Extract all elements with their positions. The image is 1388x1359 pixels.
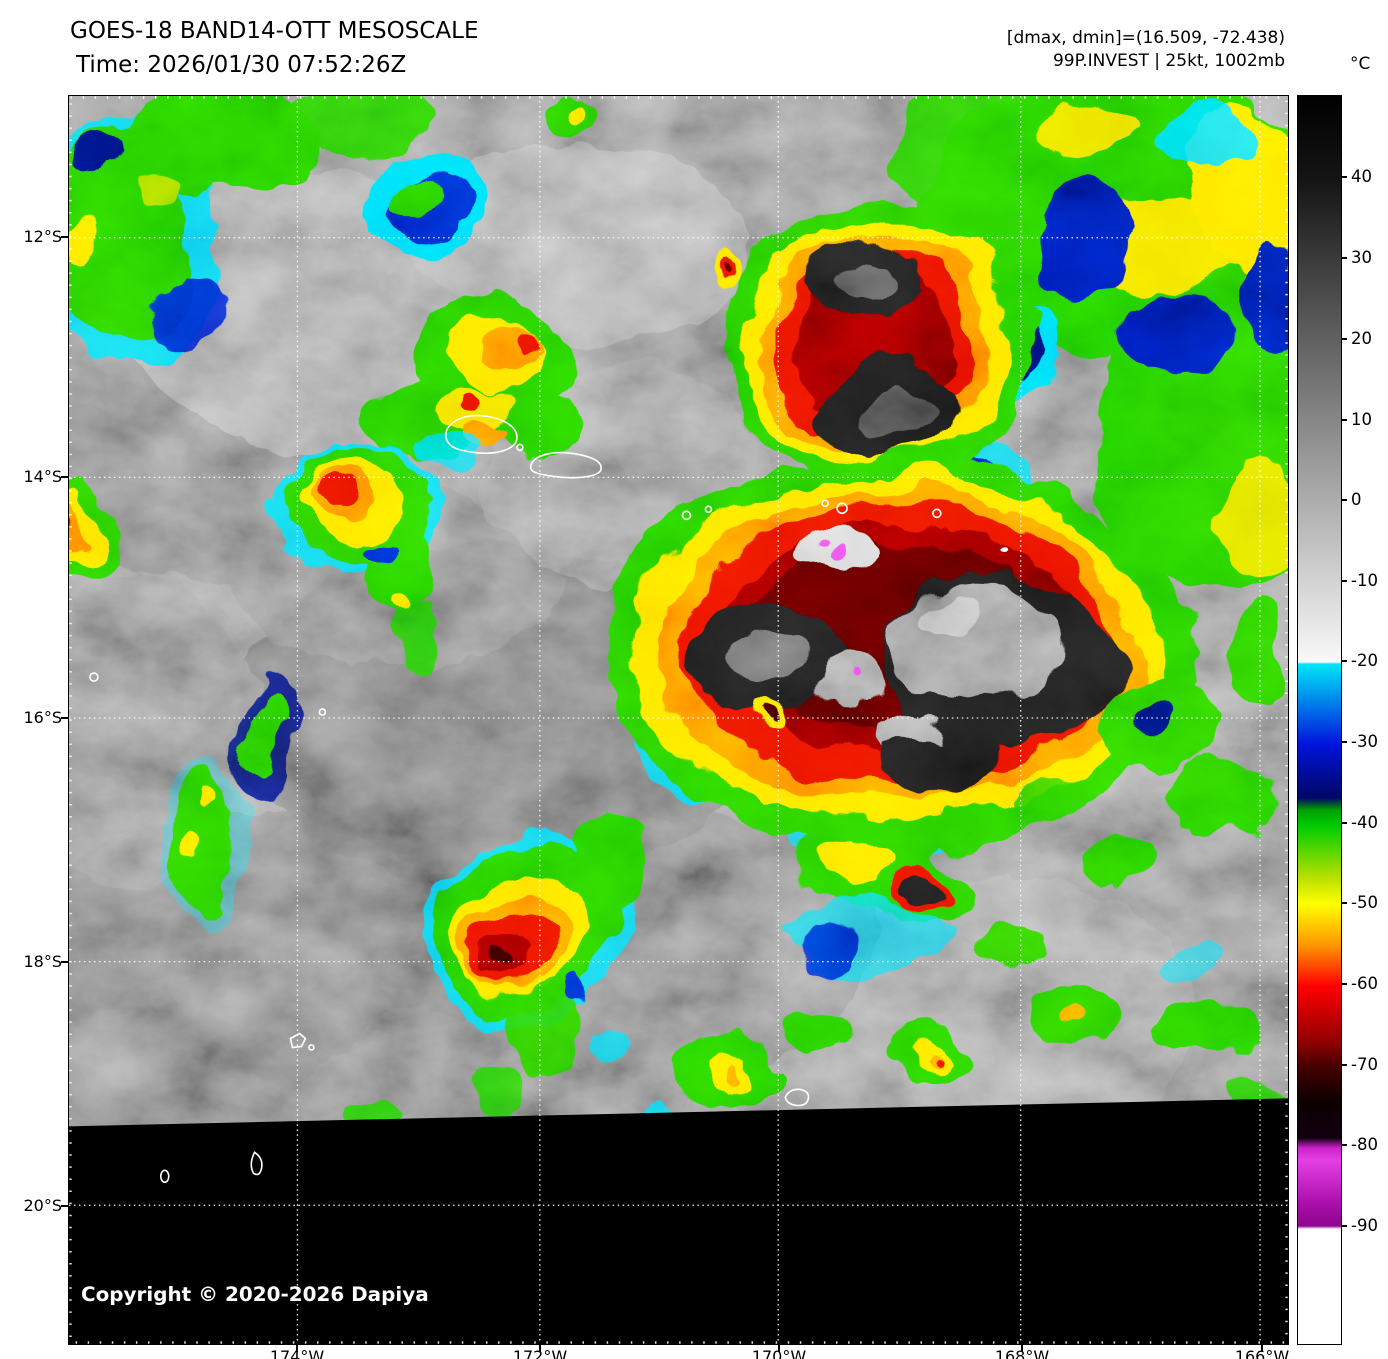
colorbar: [1297, 95, 1342, 1345]
axis-tick: [61, 717, 68, 719]
lat-axis-label: 12°S: [23, 227, 62, 246]
colorbar-tick-label: 20: [1341, 328, 1388, 350]
colorbar-tick-label: 10: [1341, 409, 1388, 431]
product-title: GOES-18 BAND14-OTT MESOSCALE: [70, 18, 479, 44]
axis-tick: [1021, 1345, 1023, 1352]
lat-axis-label: 14°S: [23, 467, 62, 486]
axis-tick: [61, 1205, 68, 1207]
axis-tick: [778, 1345, 780, 1352]
minor-tick-frame: [69, 96, 1288, 1344]
lat-axis-label: 18°S: [23, 952, 62, 971]
lat-axis-label: 20°S: [23, 1196, 62, 1215]
coastline-island-large: [445, 414, 518, 454]
lon-axis-label: 166°W: [1234, 1347, 1290, 1359]
axis-tick: [61, 236, 68, 238]
colorbar-tick-label: -80: [1341, 1134, 1388, 1156]
gridlines: [69, 96, 1288, 1344]
colorbar-tick-label: -60: [1341, 973, 1388, 995]
colorbar-tick-label: -20: [1341, 650, 1388, 672]
axis-tick: [61, 476, 68, 478]
storm-info-label: 99P.INVEST | 25kt, 1002mb: [1052, 51, 1285, 71]
colorbar-unit-label: °C: [1350, 54, 1371, 74]
colorbar-tick-label: -30: [1341, 731, 1388, 753]
lon-axis-label: 174°W: [269, 1347, 325, 1359]
satellite-map: Copyright © 2020-2026 Dapiya: [68, 95, 1289, 1345]
colorbar-tick-label: -70: [1341, 1054, 1388, 1076]
colorbar-tick-label: 0: [1341, 489, 1388, 511]
lon-axis-label: 170°W: [751, 1347, 807, 1359]
copyright-text: Copyright © 2020-2026 Dapiya: [81, 1282, 429, 1306]
coastline-island-large-2: [529, 451, 602, 479]
no-data-region: [69, 1098, 1288, 1344]
satellite-imagery: Copyright © 2020-2026 Dapiya: [69, 96, 1288, 1344]
product-time: Time: 2026/01/30 07:52:26Z: [76, 52, 407, 78]
lat-axis-label: 16°S: [23, 708, 62, 727]
axis-tick: [1261, 1345, 1263, 1352]
lon-axis-label: 168°W: [994, 1347, 1050, 1359]
product-header: GOES-18 BAND14-OTT MESOSCALE Time: 2026/…: [70, 14, 479, 82]
lon-axis-label: 172°W: [512, 1347, 568, 1359]
axis-tick: [61, 961, 68, 963]
colorbar-tick-label: 30: [1341, 247, 1388, 269]
coastlines: [89, 414, 942, 1184]
colorbar-tick-label: -40: [1341, 812, 1388, 834]
storm-header: [dmax, dmin]=(16.509, -72.438) 99P.INVES…: [1007, 27, 1285, 73]
colorbar-tick-label: -90: [1341, 1215, 1388, 1237]
axis-tick: [539, 1345, 541, 1352]
colorbar-tick-label: 40: [1341, 166, 1388, 188]
colorbar-tick-label: -10: [1341, 570, 1388, 592]
dmax-dmin-label: [dmax, dmin]=(16.509, -72.438): [1006, 28, 1285, 48]
axis-tick: [296, 1345, 298, 1352]
colorbar-tick-label: -50: [1341, 892, 1388, 914]
